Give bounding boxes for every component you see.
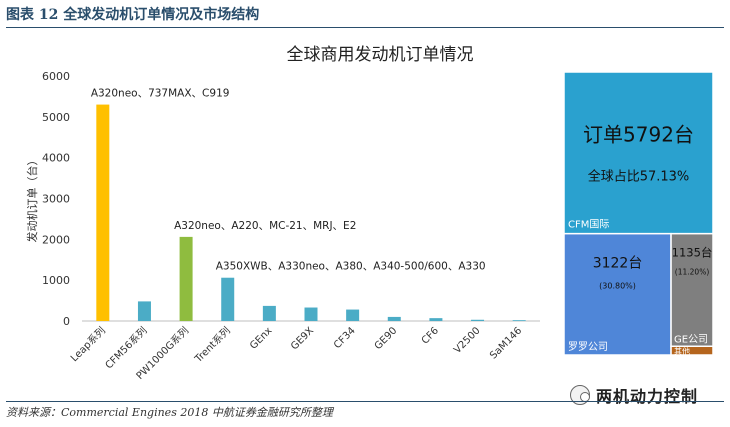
treemap-value-label: 1135台 (672, 246, 713, 260)
treemap-value-label: 订单5792台 (583, 123, 694, 147)
bar (262, 305, 276, 321)
treemap-share-label: 全球占比57.13% (588, 168, 690, 184)
y-tick-label: 1000 (42, 274, 70, 287)
treemap-name-label: CFM国际 (568, 219, 609, 231)
y-axis: 0 1000 2000 3000 4000 5000 6000 (42, 70, 70, 328)
figure-title: 图表 12 全球发动机订单情况及市场结构 (6, 3, 724, 28)
y-axis-label: 发动机订单（台） (25, 155, 39, 243)
treemap-name-label: 罗罗公司 (568, 341, 608, 353)
treemap-share-label: (11.20%) (675, 268, 710, 277)
bar (96, 104, 110, 321)
bar (387, 316, 401, 321)
bar-annotations: A320neo、737MAX、C919 A320neo、A220、MC-21、MR… (91, 88, 486, 273)
treemap-cell (563, 232, 672, 356)
bar (512, 320, 526, 321)
treemap-name-label: GE公司 (674, 334, 708, 345)
bar (179, 236, 193, 321)
bar-annotation: A320neo、A220、MC-21、MRJ、E2 (174, 220, 356, 232)
treemap-cell (670, 232, 714, 348)
bar (346, 309, 360, 321)
treemap-cell (563, 71, 714, 235)
bar-annotation: A350XWB、A330neo、A380、A340-500/600、A330 (216, 261, 486, 273)
y-tick-label: 4000 (42, 152, 70, 165)
y-tick-label: 5000 (42, 111, 70, 124)
treemap-value-label: 3122台 (593, 256, 643, 272)
bar (471, 319, 485, 321)
bar-series (96, 104, 526, 321)
treemap-share-label: (30.80%) (599, 281, 636, 290)
source-note: 资料来源：Commercial Engines 2018 中航证券金融研究所整理 (6, 401, 724, 424)
bar (429, 318, 443, 321)
bar-annotation: A320neo、737MAX、C919 (91, 88, 230, 100)
y-tick-label: 3000 (42, 193, 70, 206)
y-tick-label: 0 (63, 315, 70, 328)
treemap-cell (670, 345, 714, 356)
bar (304, 307, 318, 321)
wechat-icon (570, 385, 590, 405)
y-tick-label: 6000 (42, 70, 70, 83)
treemap-cells (563, 71, 714, 356)
chart-title: 全球商用发动机订单情况 (286, 45, 474, 65)
y-tick-label: 2000 (42, 233, 70, 246)
treemap-name-label: 其他 (674, 346, 690, 356)
bar (221, 277, 235, 321)
bar (137, 301, 151, 321)
